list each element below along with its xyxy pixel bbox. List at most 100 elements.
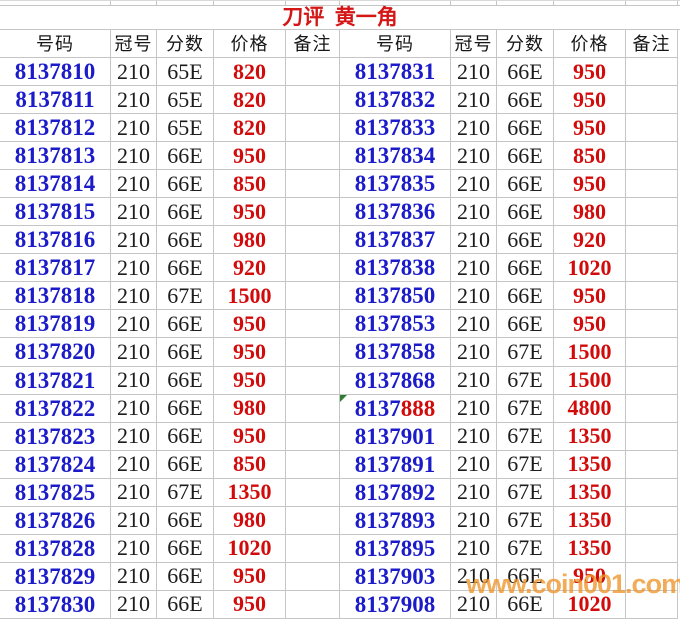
cell-score[interactable]: 66E <box>497 58 554 87</box>
cell-number[interactable]: 8137903 <box>340 562 451 591</box>
cell-number[interactable]: 8137818 <box>0 282 111 311</box>
cell-note[interactable] <box>626 478 678 507</box>
cell-number[interactable]: 8137895 <box>340 534 451 563</box>
cell-score[interactable]: 67E <box>497 394 554 423</box>
cell-note[interactable] <box>626 198 678 227</box>
cell-number[interactable]: 8137812 <box>0 114 111 143</box>
cell-note[interactable] <box>286 282 340 311</box>
cell-crown[interactable]: 210 <box>451 282 497 311</box>
cell-price[interactable]: 850 <box>214 450 286 479</box>
cell-crown[interactable]: 210 <box>451 226 497 255</box>
cell-number[interactable]: 8137820 <box>0 338 111 367</box>
cell-note[interactable] <box>626 562 678 591</box>
cell-score[interactable]: 67E <box>497 534 554 563</box>
cell-price[interactable]: 980 <box>214 394 286 423</box>
cell-number[interactable]: 8137813 <box>0 142 111 171</box>
cell-crown[interactable]: 210 <box>111 58 157 87</box>
cell-score[interactable]: 67E <box>157 282 214 311</box>
cell-number[interactable]: 8137837 <box>340 226 451 255</box>
cell-note[interactable] <box>626 226 678 255</box>
cell-number[interactable]: 8137832 <box>340 86 451 115</box>
cell-crown[interactable]: 210 <box>451 562 497 591</box>
header-score[interactable]: 分数 <box>497 30 554 58</box>
cell-score[interactable]: 67E <box>497 422 554 451</box>
cell-crown[interactable]: 210 <box>451 590 497 619</box>
cell-number[interactable]: 8137829 <box>0 562 111 591</box>
cell-score[interactable]: 66E <box>157 226 214 255</box>
cell-number[interactable]: 8137858 <box>340 338 451 367</box>
cell-note[interactable] <box>286 142 340 171</box>
cell-price[interactable]: 1500 <box>554 338 626 367</box>
cell-price[interactable]: 1020 <box>214 534 286 563</box>
cell-score[interactable]: 66E <box>157 506 214 535</box>
header-price[interactable]: 价格 <box>554 30 626 58</box>
cell-number[interactable]: 8137825 <box>0 478 111 507</box>
cell-note[interactable] <box>286 58 340 87</box>
cell-crown[interactable]: 210 <box>111 338 157 367</box>
cell-note[interactable] <box>626 534 678 563</box>
cell-number[interactable]: 8137826 <box>0 506 111 535</box>
cell-crown[interactable]: 210 <box>451 86 497 115</box>
cell-note[interactable] <box>286 506 340 535</box>
cell-price[interactable]: 950 <box>214 562 286 591</box>
cell-number[interactable]: 8137811 <box>0 86 111 115</box>
cell-crown[interactable]: 210 <box>451 478 497 507</box>
cell-note[interactable] <box>626 422 678 451</box>
cell-score[interactable]: 66E <box>497 562 554 591</box>
cell-note[interactable] <box>286 422 340 451</box>
cell-crown[interactable]: 210 <box>111 142 157 171</box>
header-note[interactable]: 备注 <box>626 30 678 58</box>
cell-note[interactable] <box>626 394 678 423</box>
cell-number[interactable]: 8137810 <box>0 58 111 87</box>
cell-crown[interactable]: 210 <box>111 478 157 507</box>
cell-crown[interactable]: 210 <box>111 506 157 535</box>
header-number[interactable]: 号码 <box>340 30 451 58</box>
cell-note[interactable] <box>626 86 678 115</box>
cell-note[interactable] <box>286 366 340 395</box>
cell-note[interactable] <box>286 590 340 619</box>
cell-score[interactable]: 66E <box>497 142 554 171</box>
cell-number[interactable]: 8137815 <box>0 198 111 227</box>
cell-crown[interactable]: 210 <box>451 254 497 283</box>
cell-number[interactable]: 8137824 <box>0 450 111 479</box>
cell-crown[interactable]: 210 <box>111 254 157 283</box>
cell-number[interactable]: 8137819 <box>0 310 111 339</box>
cell-number[interactable]: 8137901 <box>340 422 451 451</box>
cell-price[interactable]: 980 <box>214 506 286 535</box>
cell-price[interactable]: 950 <box>214 142 286 171</box>
cell-crown[interactable]: 210 <box>111 590 157 619</box>
cell-note[interactable] <box>286 562 340 591</box>
cell-note[interactable] <box>626 282 678 311</box>
cell-score[interactable]: 66E <box>157 198 214 227</box>
cell-crown[interactable]: 210 <box>451 394 497 423</box>
cell-number[interactable]: 8137814 <box>0 170 111 199</box>
cell-number[interactable]: 8137850 <box>340 282 451 311</box>
cell-note[interactable] <box>626 58 678 87</box>
cell-number[interactable]: 8137822 <box>0 394 111 423</box>
cell-score[interactable]: 66E <box>157 450 214 479</box>
cell-number[interactable]: 8137833 <box>340 114 451 143</box>
cell-price[interactable]: 850 <box>554 142 626 171</box>
cell-crown[interactable]: 210 <box>451 142 497 171</box>
cell-price[interactable]: 1350 <box>554 478 626 507</box>
cell-price[interactable]: 950 <box>554 562 626 591</box>
cell-score[interactable]: 66E <box>157 394 214 423</box>
cell-number[interactable]: 8137908 <box>340 590 451 619</box>
cell-number[interactable]: 8137835 <box>340 170 451 199</box>
cell-crown[interactable]: 210 <box>111 562 157 591</box>
cell-price[interactable]: 950 <box>214 198 286 227</box>
cell-score[interactable]: 67E <box>497 506 554 535</box>
cell-score[interactable]: 66E <box>157 590 214 619</box>
cell-note[interactable] <box>286 226 340 255</box>
cell-note[interactable] <box>286 394 340 423</box>
cell-price[interactable]: 1350 <box>554 450 626 479</box>
cell-note[interactable] <box>286 534 340 563</box>
cell-score[interactable]: 67E <box>497 338 554 367</box>
cell-crown[interactable]: 210 <box>451 198 497 227</box>
cell-number[interactable]: 8137892 <box>340 478 451 507</box>
cell-crown[interactable]: 210 <box>111 282 157 311</box>
cell-price[interactable]: 950 <box>554 86 626 115</box>
cell-score[interactable]: 66E <box>157 254 214 283</box>
cell-note[interactable] <box>626 254 678 283</box>
header-crown[interactable]: 冠号 <box>451 30 497 58</box>
